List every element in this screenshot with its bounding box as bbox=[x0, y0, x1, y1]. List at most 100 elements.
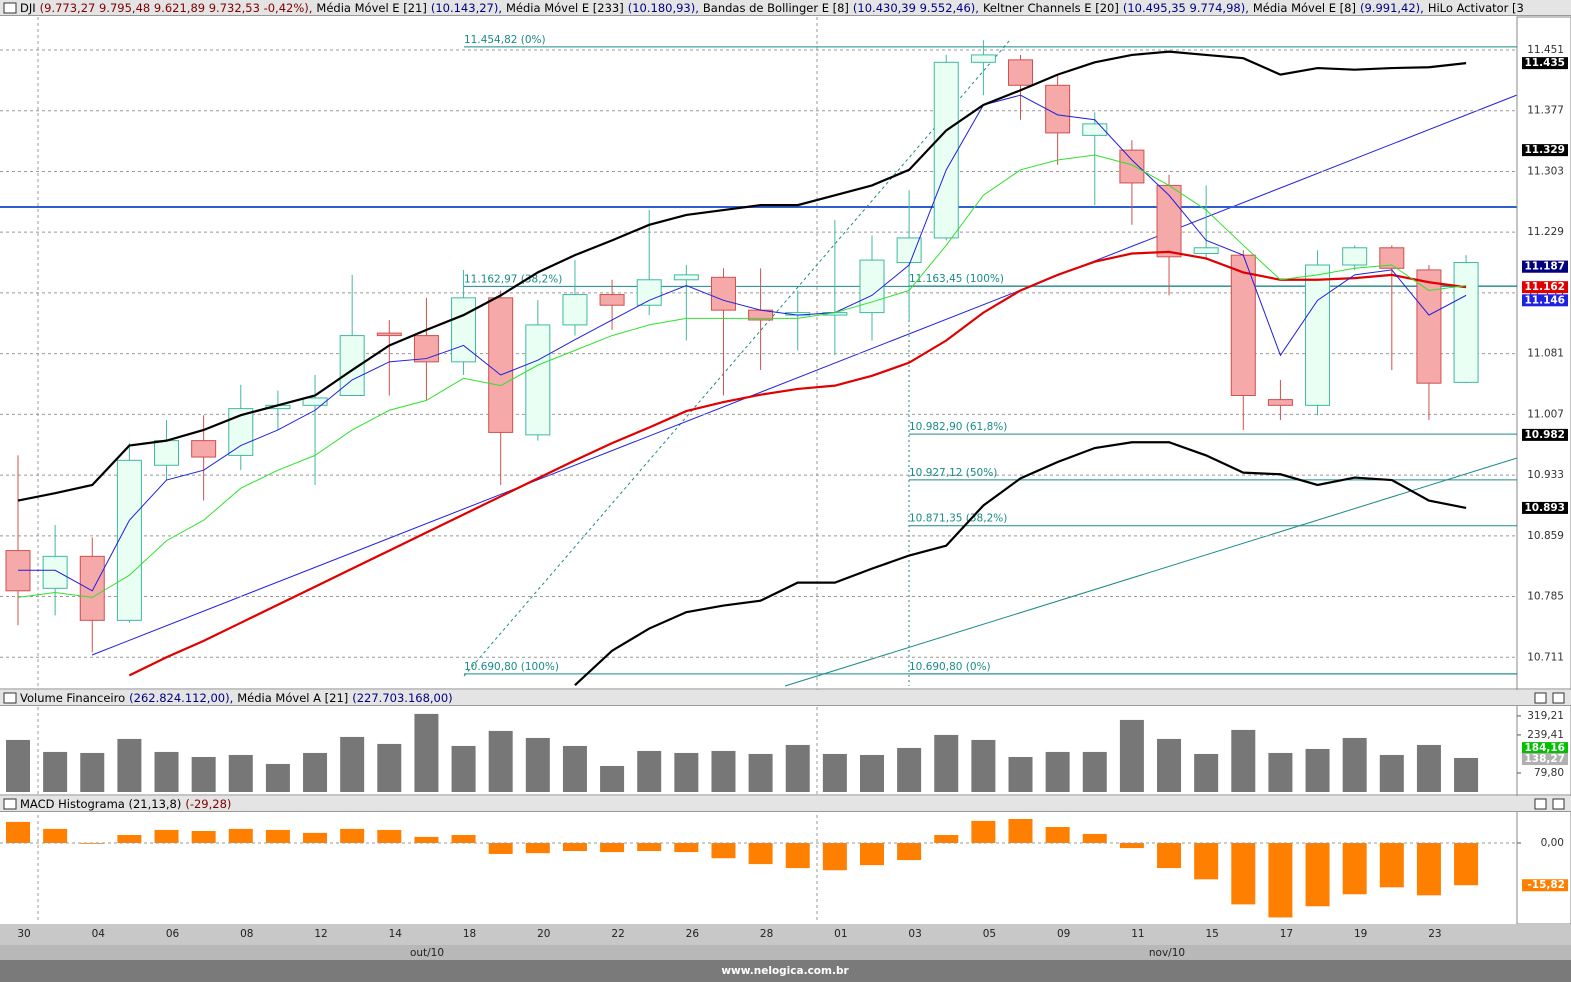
x-tick-label: 04 bbox=[92, 928, 106, 940]
x-tick-label: 01 bbox=[834, 928, 847, 940]
price-tag bbox=[1522, 260, 1568, 273]
candle-body bbox=[710, 276, 736, 311]
bar bbox=[1416, 744, 1441, 792]
bar bbox=[488, 843, 513, 854]
bar bbox=[414, 836, 439, 844]
bar bbox=[117, 835, 142, 844]
candle-body bbox=[1379, 247, 1405, 269]
bar bbox=[6, 821, 30, 844]
indicator-name: Média Móvel E [21] bbox=[316, 1, 427, 15]
footer-bar bbox=[0, 960, 1571, 982]
x-tick-label: 26 bbox=[686, 928, 700, 940]
bar bbox=[1342, 843, 1367, 895]
bar bbox=[525, 737, 550, 792]
y-tick-label: 0,00 bbox=[1541, 837, 1564, 849]
bar bbox=[785, 843, 810, 869]
indicator-line bbox=[18, 94, 1467, 592]
bar bbox=[1008, 756, 1033, 792]
indicator-value: (10.495,35 9.774,98), bbox=[1122, 1, 1249, 15]
x-tick-label: 30 bbox=[17, 928, 30, 940]
bar bbox=[191, 756, 216, 792]
indicator-value: (10.143,27), bbox=[430, 1, 502, 15]
bar bbox=[265, 829, 290, 844]
y-tick-label: 79,80 bbox=[1534, 767, 1564, 779]
bar bbox=[1082, 833, 1107, 844]
bar bbox=[674, 843, 699, 853]
bar bbox=[1231, 729, 1256, 792]
y-tick-label: 11.229 bbox=[1527, 226, 1564, 238]
fibo-label: 11.163,45 (100%) bbox=[909, 273, 1004, 285]
y-tick-label: 11.377 bbox=[1527, 105, 1564, 117]
candle-body bbox=[376, 332, 402, 337]
x-tick-label: 18 bbox=[463, 928, 476, 940]
pane-title: MACD Histograma (21,13,8) bbox=[20, 797, 182, 811]
x-tick-label: 19 bbox=[1354, 928, 1367, 940]
bar bbox=[1194, 843, 1219, 880]
bar bbox=[80, 752, 105, 792]
indicator-list: Média Móvel E [21] (10.143,27), Média Móve… bbox=[316, 0, 1523, 15]
bar bbox=[822, 843, 847, 871]
y-tick-label: 11.451 bbox=[1527, 44, 1564, 56]
bar bbox=[1268, 752, 1293, 792]
bar bbox=[6, 739, 30, 792]
x-tick-label: 23 bbox=[1428, 928, 1441, 940]
price-tag bbox=[1522, 281, 1568, 294]
x-tick-label: 20 bbox=[537, 928, 550, 940]
price-tag bbox=[1522, 879, 1568, 892]
bar bbox=[785, 744, 810, 792]
candle-body bbox=[1082, 123, 1108, 136]
indicator-value: (227.703.168,00) bbox=[352, 691, 453, 705]
bar bbox=[1454, 757, 1479, 792]
candle-body bbox=[1193, 247, 1219, 255]
indicator-name: HiLo Activator [3 bbox=[1427, 1, 1524, 15]
fibo-label: 10.982,90 (61,8%) bbox=[909, 421, 1007, 433]
x-tick-label: 08 bbox=[240, 928, 253, 940]
bar bbox=[1379, 843, 1404, 888]
candle-body bbox=[1045, 84, 1071, 134]
bar bbox=[451, 745, 476, 792]
candle-body bbox=[413, 335, 439, 363]
price-tag-label: 138,27 bbox=[1524, 753, 1565, 765]
bar bbox=[1268, 843, 1293, 918]
volume-header: Volume Financeiro (262.824.112,00), Médi… bbox=[0, 690, 1571, 706]
bar bbox=[1119, 843, 1144, 849]
candle-body bbox=[116, 459, 142, 621]
bar bbox=[1157, 843, 1182, 869]
bar bbox=[154, 751, 179, 792]
candle-body bbox=[525, 324, 551, 436]
bar bbox=[711, 843, 736, 859]
x-axis-bar bbox=[0, 924, 1571, 945]
fibo-label: 11.162,97 (38,2%) bbox=[464, 273, 562, 285]
bar bbox=[897, 747, 922, 792]
symbol: DJI bbox=[20, 1, 36, 15]
bar bbox=[525, 843, 550, 854]
pane-value: (262.824.112,00), bbox=[129, 691, 234, 705]
bar bbox=[562, 745, 587, 792]
bar bbox=[934, 734, 959, 792]
price-tag-label: 11.435 bbox=[1524, 57, 1565, 69]
bar bbox=[1305, 748, 1330, 792]
price-tag bbox=[1522, 742, 1568, 755]
candle-body bbox=[191, 440, 217, 458]
candle-body bbox=[673, 274, 699, 281]
candle-body bbox=[562, 294, 588, 326]
y-tick-label: 10.785 bbox=[1527, 591, 1564, 603]
fibo-label: 10.927,12 (50%) bbox=[909, 467, 997, 479]
x-tick-label: 28 bbox=[760, 928, 773, 940]
bar bbox=[822, 753, 847, 792]
bar bbox=[1119, 719, 1144, 792]
bar bbox=[340, 736, 365, 792]
bar bbox=[748, 843, 773, 865]
footer: www.nelogica.com.br bbox=[721, 965, 849, 977]
right-axis bbox=[1516, 16, 1571, 925]
price-tag-label: 11.329 bbox=[1524, 144, 1565, 156]
macd-header: MACD Histograma (21,13,8) (-29,28) bbox=[0, 796, 1571, 812]
candle-body bbox=[42, 555, 68, 589]
bar bbox=[1157, 738, 1182, 792]
month-bar bbox=[0, 945, 1571, 960]
candle-body bbox=[488, 297, 514, 433]
bar bbox=[859, 754, 884, 792]
x-tick-label: 12 bbox=[314, 928, 327, 940]
plot-layer: 11.45111.37711.30311.22911.15511.08111.0… bbox=[0, 34, 1568, 959]
